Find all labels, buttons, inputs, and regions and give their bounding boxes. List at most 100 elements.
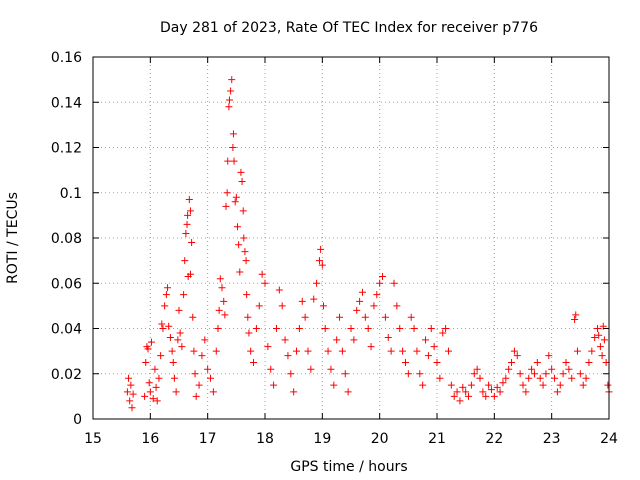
data-point: [142, 358, 150, 366]
data-point: [247, 347, 255, 355]
data-point: [347, 325, 355, 332]
x-axis-label: GPS time / hours: [290, 459, 407, 475]
data-point: [338, 347, 346, 355]
data-point: [356, 297, 364, 305]
data-point: [180, 291, 188, 299]
x-tick-label: 21: [428, 431, 446, 447]
data-point: [341, 370, 349, 378]
data-point: [476, 374, 484, 382]
data-point: [467, 381, 475, 389]
data-point: [568, 374, 576, 382]
data-point: [255, 302, 263, 310]
data-point: [146, 388, 154, 396]
x-tick-label: 18: [256, 431, 274, 447]
data-point: [324, 347, 332, 355]
data-point: [189, 313, 197, 321]
data-point: [559, 370, 567, 378]
data-point: [321, 325, 329, 332]
data-point: [384, 334, 392, 342]
data-point: [224, 157, 232, 165]
data-point: [310, 295, 318, 303]
data-point: [485, 381, 493, 389]
data-point: [190, 347, 198, 355]
data-point: [407, 313, 415, 321]
data-point: [230, 157, 238, 165]
data-point: [315, 257, 323, 265]
data-point: [223, 189, 231, 197]
data-point: [594, 325, 602, 332]
data-point: [242, 257, 250, 265]
data-point: [284, 352, 292, 360]
data-point: [333, 336, 341, 344]
data-point: [582, 374, 590, 382]
data-point: [344, 388, 352, 396]
y-axis-label: ROTI / TECUs: [5, 192, 21, 284]
data-point: [318, 261, 326, 269]
x-tick-label: 17: [199, 431, 217, 447]
chart-title: Day 281 of 2023, Rate Of TEC Index for r…: [160, 20, 538, 36]
data-point: [123, 388, 131, 396]
data-point: [424, 352, 432, 360]
data-point: [157, 352, 165, 360]
x-tick-label: 22: [485, 431, 503, 447]
data-point: [600, 336, 608, 344]
data-point: [401, 358, 409, 366]
data-point: [290, 388, 298, 396]
data-point: [376, 279, 384, 287]
data-point: [252, 325, 260, 332]
data-points: [123, 76, 613, 412]
data-point: [128, 404, 136, 412]
data-point: [473, 365, 481, 373]
data-point: [482, 392, 490, 400]
data-point: [579, 381, 587, 389]
data-point: [175, 306, 183, 314]
y-tick-label: 0.06: [51, 276, 82, 292]
x-tick-label: 20: [371, 431, 389, 447]
y-tick-label: 0.1: [60, 186, 82, 202]
data-point: [479, 388, 487, 396]
data-point: [155, 374, 163, 382]
data-point: [545, 352, 553, 360]
data-point: [536, 374, 544, 382]
data-point: [513, 352, 521, 360]
data-point: [510, 347, 518, 355]
data-point: [241, 248, 249, 256]
data-point: [539, 381, 547, 389]
data-point: [151, 365, 159, 373]
data-point: [191, 370, 199, 378]
data-point: [127, 381, 135, 389]
data-point: [427, 325, 435, 332]
data-point: [573, 347, 581, 355]
y-tick-label: 0.16: [51, 50, 82, 66]
data-point: [585, 358, 593, 366]
data-point: [396, 325, 404, 332]
data-point: [227, 87, 235, 95]
data-point: [225, 103, 233, 111]
y-tick-label: 0: [73, 412, 82, 428]
data-point: [231, 198, 239, 206]
data-point: [399, 347, 407, 355]
data-point: [602, 358, 610, 366]
data-point: [281, 336, 289, 344]
data-point: [442, 325, 450, 332]
data-point: [604, 381, 612, 389]
data-point: [453, 388, 461, 396]
data-point: [353, 306, 361, 314]
data-point: [493, 383, 501, 391]
data-point: [174, 336, 182, 344]
data-point: [304, 347, 312, 355]
data-point: [358, 288, 366, 296]
data-point: [207, 374, 215, 382]
x-tick-label: 23: [543, 431, 561, 447]
data-point: [129, 390, 137, 398]
data-point: [390, 279, 398, 287]
data-point: [542, 370, 550, 378]
data-point: [228, 76, 236, 84]
data-point: [214, 325, 222, 332]
data-point: [367, 343, 375, 351]
data-point: [444, 347, 452, 355]
data-point: [250, 358, 258, 366]
data-point: [125, 374, 133, 382]
data-point: [267, 365, 275, 373]
